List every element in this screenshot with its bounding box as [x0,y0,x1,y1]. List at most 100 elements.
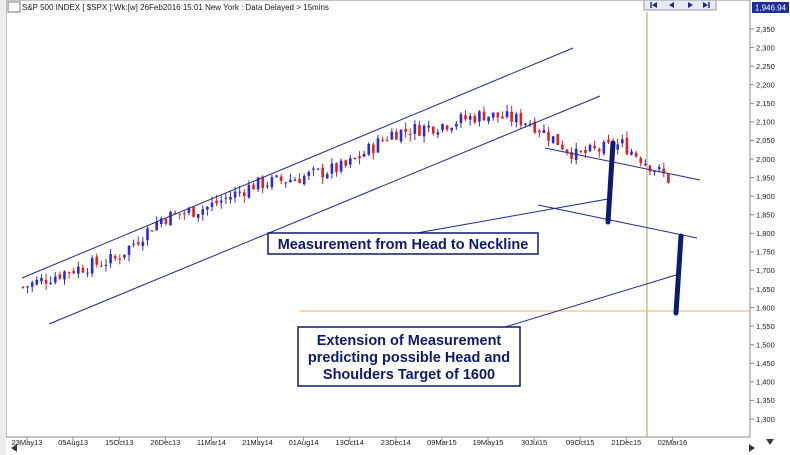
head-to-neckline-bar [605,140,616,225]
extension-bar [673,233,684,316]
candle-body [284,182,288,184]
measure-label: Measurement from Head to Neckline [278,237,529,253]
right-arrow-icon[interactable] [688,2,693,8]
candle-body [639,158,643,164]
candle-body [53,276,57,283]
candle-body [256,177,260,190]
candle-body [478,111,481,122]
candle-body [252,184,255,190]
candle-body [491,112,495,118]
candle-body [445,125,449,130]
candle-body [169,211,172,226]
candle-body [634,152,638,157]
candle-body [667,173,670,183]
candle-body [524,123,527,125]
candle-body [247,184,251,198]
scroll-down-icon[interactable] [766,439,774,445]
candle-body [431,126,435,134]
left-arrow-icon[interactable] [669,2,674,8]
x-tick-label: 01Aug14 [289,438,319,447]
candle-body [662,168,666,174]
first-icon[interactable] [650,2,657,8]
candle-body [123,254,126,258]
candle-body [395,131,398,140]
candle-body [551,136,555,143]
candle-body [367,143,371,155]
y-tick-label: 1,750 [756,248,775,257]
candle-body [141,241,145,246]
candle-body [127,245,131,255]
candle-body [132,243,135,245]
candle-body [413,124,417,134]
candle-body [215,200,218,204]
candle-body [164,219,168,224]
candle-body [538,130,541,133]
candle-body [399,129,403,142]
y-tick-label: 1,400 [756,378,775,387]
candle-body [81,267,85,273]
candle-body [187,208,191,213]
y-tick-label: 2,250 [756,62,775,71]
candle-body [353,158,357,160]
candle-body [473,116,477,123]
candle-body [422,125,426,137]
candle-body [496,112,500,118]
scroll-left-icon[interactable] [11,444,17,452]
measure-pointer-line [399,198,609,237]
x-tick-label: 02Mar16 [658,438,688,447]
y-tick-label: 1,650 [756,285,775,294]
extension-pointer-line [504,274,677,328]
candle-body [233,191,237,198]
candle-body [630,151,633,155]
y-tick-label: 2,300 [756,43,775,52]
collapse-icon[interactable] [7,1,21,13]
candle-body [183,213,186,215]
trend-lines [21,47,701,328]
candle-body [58,274,62,279]
x-tick-label: 09Mar15 [427,438,457,447]
y-tick-label: 2,050 [756,136,775,145]
candle-body [335,163,338,172]
candle-body [219,200,223,203]
candle-body [510,111,513,122]
candle-body [372,144,375,154]
candle-body [362,153,366,157]
candle-body [40,277,43,282]
y-tick-label: 1,950 [756,173,775,182]
candle-body [625,137,629,155]
y-tick-label: 1,600 [756,303,775,312]
y-tick-label: 1,300 [756,415,775,424]
x-tick-label: 09Oct15 [566,438,594,447]
candle-body [344,160,347,166]
y-tick-label: 1,700 [756,266,775,275]
candle-body [579,150,583,152]
x-tick-label: 23Dec14 [381,438,411,447]
candle-body [90,258,94,274]
candle-body [381,139,384,141]
x-tick-label: 26Dec13 [150,438,180,447]
candle-body [201,209,205,215]
candle-body [238,191,241,193]
candle-body [192,206,195,217]
y-tick-label: 2,000 [756,155,775,164]
candle-body [427,125,430,128]
scroll-right-icon[interactable] [749,444,755,452]
candle-body [436,132,440,135]
candle-body [146,228,149,241]
candle-body [588,144,592,152]
candle-body [616,144,619,150]
candle-body [501,116,504,119]
candle-body [275,175,278,177]
candle-body [196,214,200,218]
candle-body [77,266,80,274]
last-icon[interactable] [703,2,710,8]
x-tick-label: 23May13 [12,438,43,447]
candle-body [514,114,518,123]
candle-body [150,230,154,232]
left-gutter [0,0,6,455]
candle-body [482,111,486,121]
candle-body [307,171,311,176]
candle-body [607,139,610,143]
